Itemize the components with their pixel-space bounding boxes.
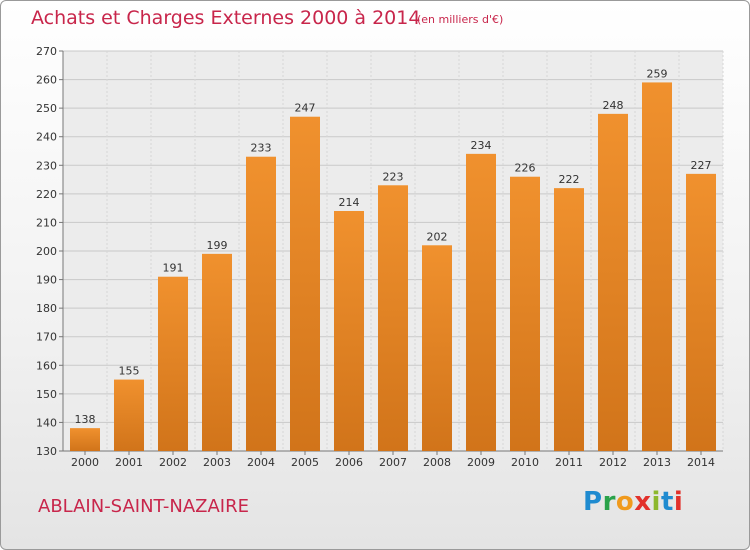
data-label: 199 xyxy=(207,239,228,252)
y-tick-label: 140 xyxy=(36,416,57,429)
bar xyxy=(378,185,408,452)
data-label: 227 xyxy=(691,159,712,172)
x-tick-label: 2009 xyxy=(467,456,495,469)
x-tick-label: 2001 xyxy=(115,456,143,469)
bar xyxy=(114,379,144,451)
bar xyxy=(686,173,716,451)
y-tick-label: 130 xyxy=(36,445,57,458)
y-tick-label: 200 xyxy=(36,245,57,258)
data-label: 223 xyxy=(383,170,404,183)
chart-subtitle: (en milliers d'€) xyxy=(417,13,504,26)
bar xyxy=(554,188,584,451)
x-tick-label: 2014 xyxy=(687,456,715,469)
data-label: 222 xyxy=(559,173,580,186)
x-tick-label: 2013 xyxy=(643,456,671,469)
data-label: 259 xyxy=(647,67,668,80)
bar xyxy=(246,156,276,451)
x-tick-label: 2003 xyxy=(203,456,231,469)
y-tick-label: 180 xyxy=(36,302,57,315)
x-tick-label: 2002 xyxy=(159,456,187,469)
y-tick-label: 270 xyxy=(36,45,57,58)
bar xyxy=(510,176,540,451)
data-label: 138 xyxy=(75,413,96,426)
y-tick-label: 150 xyxy=(36,388,57,401)
x-tick-label: 2012 xyxy=(599,456,627,469)
bar xyxy=(334,211,364,451)
bar xyxy=(466,153,496,451)
data-label: 202 xyxy=(427,230,448,243)
bar xyxy=(70,428,100,451)
bar xyxy=(202,253,232,451)
x-tick-label: 2008 xyxy=(423,456,451,469)
chart-title: Achats et Charges Externes 2000 à 2014 xyxy=(31,7,421,29)
x-tick-label: 2000 xyxy=(71,456,99,469)
bar xyxy=(290,116,320,451)
bar xyxy=(422,245,452,451)
proxiti-logo[interactable]: Proxiti xyxy=(583,487,684,517)
data-label: 191 xyxy=(163,262,184,275)
y-tick-label: 230 xyxy=(36,159,57,172)
y-tick-label: 240 xyxy=(36,131,57,144)
bar xyxy=(598,113,628,451)
data-label: 214 xyxy=(339,196,360,209)
x-tick-label: 2011 xyxy=(555,456,583,469)
x-tick-label: 2005 xyxy=(291,456,319,469)
data-label: 226 xyxy=(515,162,536,175)
data-label: 233 xyxy=(251,142,272,155)
x-tick-label: 2010 xyxy=(511,456,539,469)
data-label: 247 xyxy=(295,102,316,115)
x-tick-label: 2007 xyxy=(379,456,407,469)
y-tick-label: 190 xyxy=(36,274,57,287)
y-tick-label: 210 xyxy=(36,216,57,229)
y-tick-label: 250 xyxy=(36,102,57,115)
x-tick-label: 2006 xyxy=(335,456,363,469)
bar xyxy=(642,82,672,451)
x-tick-label: 2004 xyxy=(247,456,275,469)
y-tick-label: 160 xyxy=(36,359,57,372)
bar xyxy=(158,276,188,451)
y-tick-label: 220 xyxy=(36,188,57,201)
city-name: ABLAIN-SAINT-NAZAIRE xyxy=(38,496,249,517)
data-label: 234 xyxy=(471,139,492,152)
y-tick-label: 260 xyxy=(36,74,57,87)
data-label: 248 xyxy=(603,99,624,112)
data-label: 155 xyxy=(119,365,140,378)
y-tick-label: 170 xyxy=(36,331,57,344)
